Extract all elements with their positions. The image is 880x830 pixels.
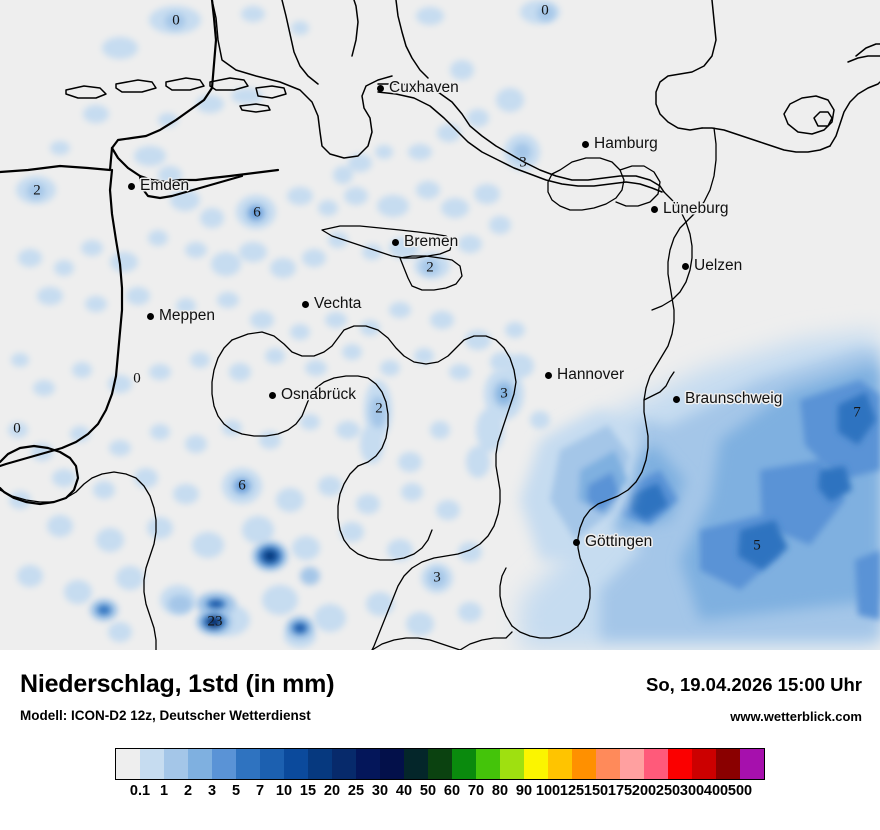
- color-swatch: [188, 749, 212, 779]
- precip-band-southeast-max: [630, 392, 876, 570]
- map-footer: Niederschlag, 1std (in mm) Modell: ICON-…: [0, 650, 880, 830]
- scale-tick-label: 500: [727, 783, 753, 799]
- precip-field: [8, 0, 880, 650]
- color-swatch: [548, 749, 572, 779]
- color-swatch: [404, 749, 428, 779]
- scale-tick-label: 15: [299, 783, 317, 799]
- scale-tick-label: 25: [347, 783, 365, 799]
- color-swatch: [572, 749, 596, 779]
- scale-tick-label: 400: [703, 783, 729, 799]
- color-swatch: [212, 749, 236, 779]
- scale-tick-label: 20: [323, 783, 341, 799]
- color-swatch: [596, 749, 620, 779]
- scale-tick-label: 3: [207, 783, 217, 799]
- national-border: [0, 0, 280, 506]
- color-swatch: [428, 749, 452, 779]
- color-swatch: [476, 749, 500, 779]
- color-swatch: [356, 749, 380, 779]
- scale-tick-label: 125: [559, 783, 585, 799]
- scale-tick-label: 80: [491, 783, 509, 799]
- color-swatch: [164, 749, 188, 779]
- scale-tick-label: 10: [275, 783, 293, 799]
- scale-tick-label: 200: [631, 783, 657, 799]
- color-swatch: [740, 749, 764, 779]
- precip-cores-high: [97, 207, 510, 634]
- color-swatch: [380, 749, 404, 779]
- color-swatch: [692, 749, 716, 779]
- color-swatch: [452, 749, 476, 779]
- scale-tick-label: 0.1: [129, 783, 151, 799]
- state-borders: [0, 127, 717, 650]
- valid-time-label: So, 19.04.2026 15:00 Uhr: [646, 674, 862, 695]
- color-swatch: [140, 749, 164, 779]
- scale-tick-label: 50: [419, 783, 437, 799]
- scale-tick-label: 175: [607, 783, 633, 799]
- scale-tick-label: 70: [467, 783, 485, 799]
- color-swatch: [620, 749, 644, 779]
- scale-tick-label: 150: [583, 783, 609, 799]
- precip-scattered-nw: [11, 0, 560, 396]
- scale-tick-label: 90: [515, 783, 533, 799]
- color-swatch: [500, 749, 524, 779]
- color-swatch: [236, 749, 260, 779]
- scale-tick-label: 250: [655, 783, 681, 799]
- scale-tick-label: 30: [371, 783, 389, 799]
- scale-tick-label: 300: [679, 783, 705, 799]
- scale-tick-label: 7: [255, 783, 265, 799]
- color-swatch: [116, 749, 140, 779]
- scale-tick-label: 5: [231, 783, 241, 799]
- scale-tick-label: 40: [395, 783, 413, 799]
- color-scale-bar: [115, 748, 765, 780]
- color-swatch: [644, 749, 668, 779]
- color-swatch: [332, 749, 356, 779]
- color-swatch: [524, 749, 548, 779]
- scale-tick-label: 2: [183, 783, 193, 799]
- model-subtitle: Modell: ICON-D2 12z, Deutscher Wetterdie…: [20, 708, 311, 723]
- precip-cores-mid: [27, 5, 555, 640]
- map-canvas: [0, 0, 880, 650]
- color-scale: 0.1 1 2 3 5 7 10 15 20 25 30 40 50 60 70 80 90 100 125 150 1…: [0, 748, 880, 802]
- map-borders: [0, 0, 880, 650]
- precip-harz-arm-core: [550, 425, 630, 540]
- color-swatch: [308, 749, 332, 779]
- site-url-label: www.wetterblick.com: [730, 709, 862, 724]
- scale-tick-label: 1: [159, 783, 169, 799]
- color-swatch: [284, 749, 308, 779]
- precipitation-map[interactable]: Cuxhaven Hamburg Emden Lüneburg Bremen U…: [0, 0, 880, 650]
- scale-tick-label: 60: [443, 783, 461, 799]
- page-title: Niederschlag, 1std (in mm): [20, 670, 335, 698]
- color-swatch: [668, 749, 692, 779]
- color-scale-ticks: 0.1 1 2 3 5 7 10 15 20 25 30 40 50 60 70 80 90 100 125 150 1…: [116, 780, 764, 802]
- color-swatch: [260, 749, 284, 779]
- color-swatch: [716, 749, 740, 779]
- scale-tick-label: 100: [535, 783, 561, 799]
